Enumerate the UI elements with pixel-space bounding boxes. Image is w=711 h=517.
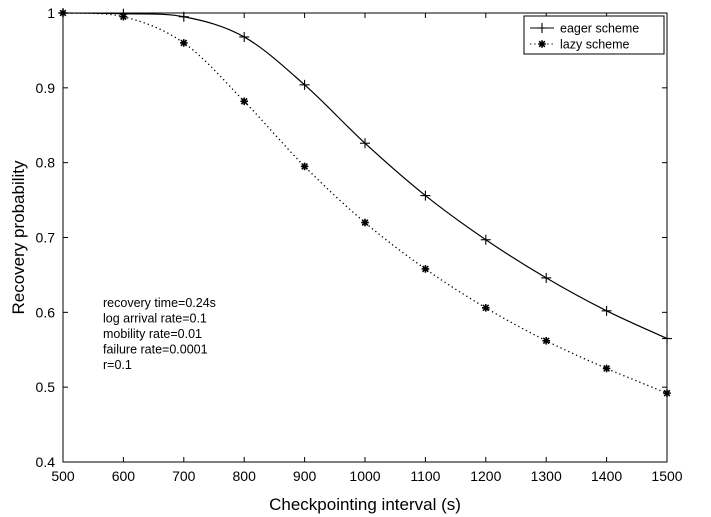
- eager-scheme-point: [541, 272, 552, 283]
- marker-stroke: [542, 337, 550, 345]
- x-tick-label: 1500: [651, 468, 682, 484]
- legend-marker-lazy-scheme: [538, 40, 546, 48]
- lazy-scheme-line: [62, 12, 668, 394]
- x-tick-label: 1200: [470, 468, 501, 484]
- x-tick-label: 800: [233, 468, 257, 484]
- x-tick-label: 500: [51, 468, 75, 484]
- x-tick-label: 600: [112, 468, 136, 484]
- eager-scheme-point: [360, 138, 370, 149]
- legend-label-lazy-scheme: lazy scheme: [560, 38, 630, 52]
- eager-scheme-point: [299, 79, 310, 90]
- axis-ticks: [62, 12, 668, 463]
- legend-box: [523, 15, 665, 55]
- annotation-line: r=0.1: [103, 358, 132, 372]
- parameter-annotations: recovery time=0.24s log arrival rate=0.1m…: [103, 296, 216, 372]
- lazy-scheme-point: [240, 97, 248, 106]
- y-tick-label: 1: [47, 5, 55, 21]
- annotation-line: recovery time=0.24s: [103, 296, 216, 310]
- marker-stroke: [301, 162, 309, 170]
- marker-stroke: [603, 365, 611, 372]
- x-axis-label: Checkpointing interval (s): [269, 495, 461, 514]
- y-tick-label: 0.8: [36, 155, 56, 171]
- tick-labels: 500 600 700 800 900 1000 1100 1200 1300 1400 1500 0…: [36, 5, 683, 484]
- eager-scheme-point: [420, 190, 431, 201]
- eager-scheme-point: [239, 31, 250, 42]
- y-tick-label: 0.6: [36, 304, 56, 320]
- legend-marker-eager-scheme: [537, 23, 547, 33]
- marker-stroke: [482, 304, 490, 312]
- lazy-scheme-point: [602, 364, 611, 373]
- marker-stroke: [421, 265, 429, 273]
- lazy-scheme-point: [542, 336, 550, 345]
- eager-scheme-line: [62, 12, 668, 340]
- lazy-scheme-point: [119, 12, 128, 21]
- plot-area-frame: [62, 12, 668, 463]
- marker-stroke: [119, 13, 127, 21]
- marker-stroke: [538, 40, 546, 48]
- lazy-scheme-point: [361, 218, 369, 227]
- x-tick-label: 1100: [410, 468, 440, 484]
- legend: eager scheme lazy scheme: [523, 15, 665, 55]
- y-tick-label: 0.5: [36, 379, 56, 395]
- annotation-line: log arrival rate=0.1: [103, 312, 207, 326]
- eager-scheme-point: [480, 234, 491, 245]
- marker-stroke: [361, 219, 369, 226]
- x-tick-label: 900: [293, 468, 317, 484]
- annotation-line: mobility rate=0.01: [103, 327, 202, 341]
- marker-stroke: [180, 39, 188, 47]
- x-tick-label: 700: [172, 468, 196, 484]
- lazy-scheme-point: [482, 304, 490, 312]
- x-tick-label: 1400: [591, 468, 622, 484]
- y-tick-label: 0.4: [36, 454, 56, 470]
- lazy-scheme-point: [180, 39, 188, 47]
- y-tick-label: 0.9: [36, 80, 56, 96]
- lazy-scheme-point: [421, 265, 430, 273]
- eager-scheme-point: [601, 305, 612, 316]
- marker-stroke: [240, 97, 248, 105]
- y-axis-label: Recovery probability: [9, 160, 28, 315]
- x-tick-label: 1300: [531, 468, 562, 484]
- y-tick-label: 0.7: [36, 230, 56, 246]
- x-tick-label: 1000: [349, 468, 380, 484]
- lazy-scheme-point: [300, 162, 309, 171]
- annotation-line: failure rate=0.0001: [103, 343, 208, 357]
- legend-label-eager-scheme: eager scheme: [560, 22, 639, 36]
